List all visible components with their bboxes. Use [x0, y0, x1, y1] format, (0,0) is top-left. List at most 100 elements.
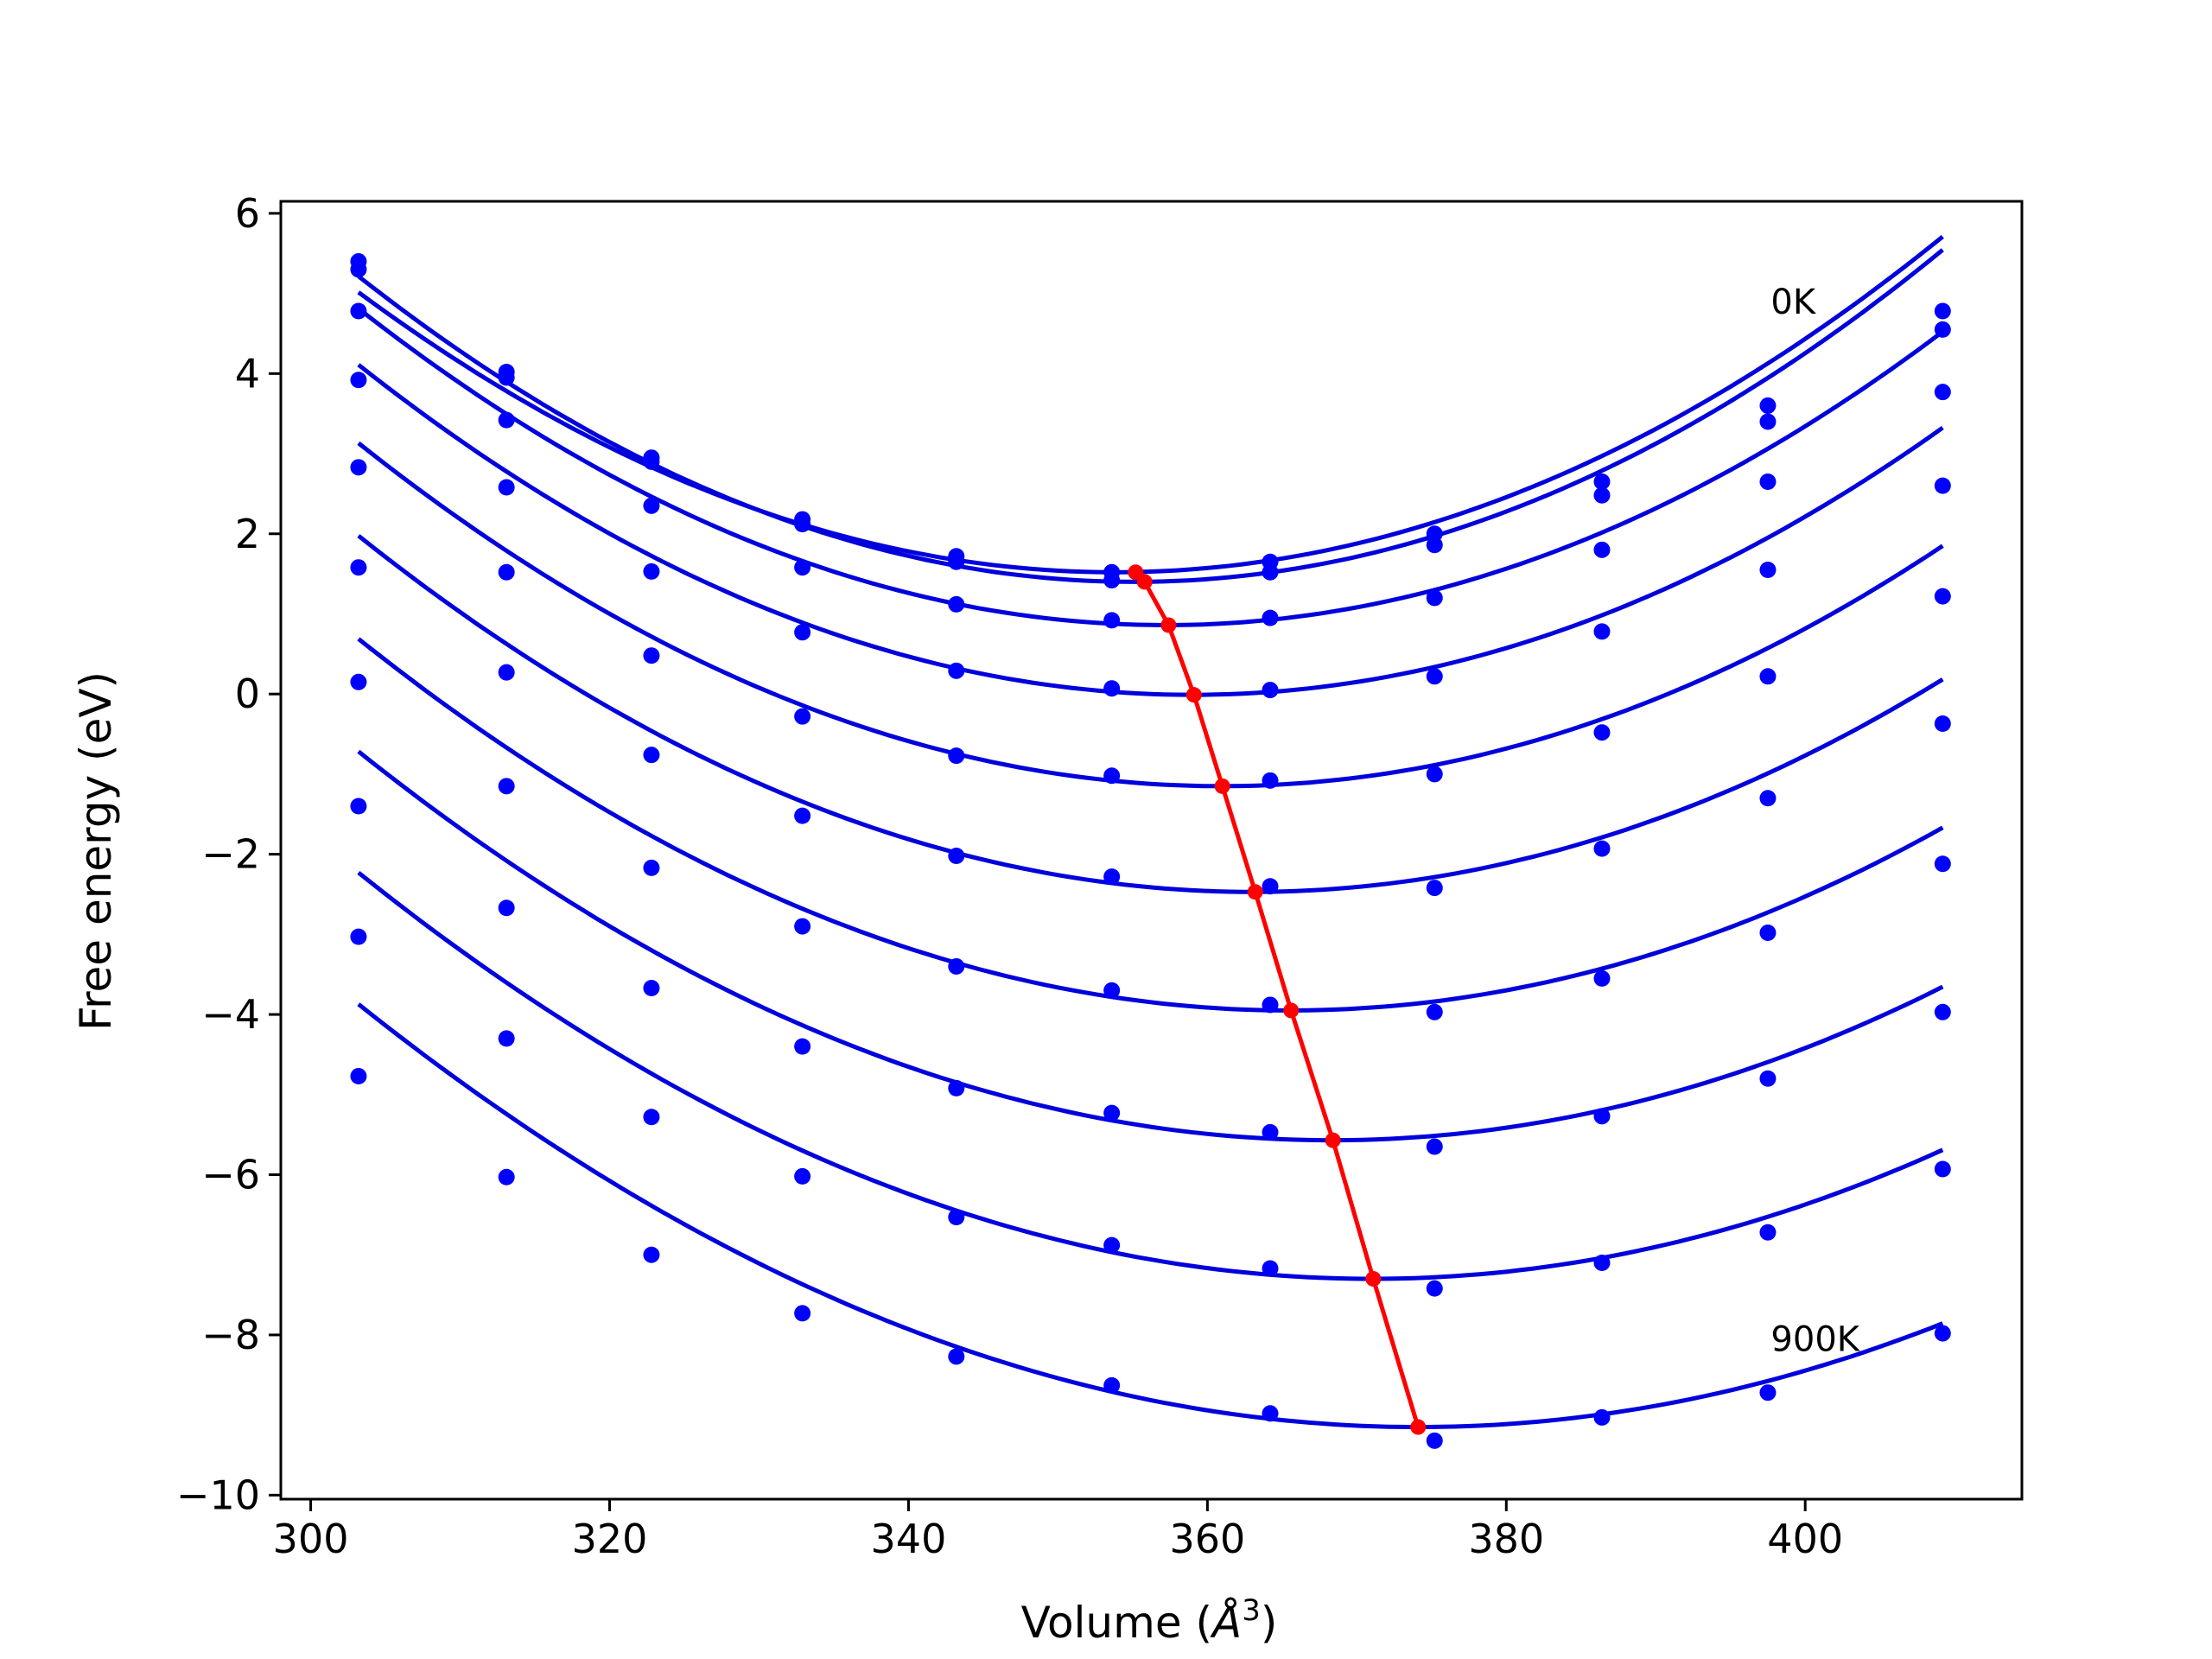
data-point — [948, 847, 965, 864]
data-point — [1426, 880, 1443, 897]
data-point — [1103, 572, 1121, 589]
data-point — [498, 664, 515, 681]
data-point — [794, 516, 811, 533]
data-point — [1262, 563, 1279, 581]
data-point — [948, 747, 965, 765]
data-point — [1426, 1138, 1443, 1155]
data-point — [643, 859, 660, 876]
fit-curve-2 — [357, 307, 1944, 628]
data-point — [1262, 682, 1279, 699]
data-point — [1593, 1408, 1611, 1426]
data-point — [1103, 767, 1121, 785]
data-point — [1934, 302, 1951, 320]
minimum-point — [1136, 574, 1153, 590]
minimum-point — [1365, 1271, 1382, 1287]
data-point — [1593, 541, 1611, 558]
y-tick-label: −4 — [201, 991, 260, 1038]
x-axis-unit-base: Å — [1210, 1598, 1242, 1648]
x-tick-label: 380 — [1468, 1516, 1544, 1562]
data-point — [1759, 561, 1777, 578]
data-point — [1934, 1003, 1951, 1020]
data-point — [1103, 1236, 1121, 1254]
x-tick-label: 360 — [1169, 1516, 1245, 1562]
x-axis-label-text: Volume ( — [1021, 1598, 1212, 1648]
data-point — [794, 807, 811, 824]
data-point — [948, 1209, 965, 1226]
data-point — [794, 1167, 811, 1185]
data-point — [1103, 1104, 1121, 1122]
data-point — [498, 369, 515, 386]
annotation-1: 900K — [1770, 1320, 1860, 1360]
data-point — [643, 1246, 660, 1263]
x-axis-label-suffix: ) — [1261, 1598, 1278, 1648]
fit-curve-6 — [357, 637, 1944, 1013]
y-axis-label: Free energy (eV) — [71, 671, 121, 1031]
data-point — [1426, 1003, 1443, 1020]
data-point — [1593, 1254, 1611, 1271]
fit-curve-0 — [357, 234, 1944, 575]
data-point — [498, 411, 515, 429]
x-tick-label: 320 — [572, 1516, 648, 1562]
data-point — [1759, 474, 1777, 491]
data-point — [1759, 413, 1777, 430]
data-point — [1759, 790, 1777, 807]
data-point — [350, 372, 367, 389]
data-point — [1426, 766, 1443, 783]
minimum-point — [1325, 1132, 1341, 1148]
fit-curve-3 — [357, 363, 1944, 697]
data-point — [350, 559, 367, 576]
fit-curve-5 — [357, 534, 1944, 894]
data-point — [1262, 772, 1279, 789]
data-point — [1934, 715, 1951, 733]
data-point — [794, 624, 811, 641]
data-point — [1593, 486, 1611, 504]
data-point — [1262, 996, 1279, 1014]
y-tick-label: 2 — [235, 511, 260, 557]
data-point — [1103, 868, 1121, 886]
data-point — [1759, 1070, 1777, 1087]
data-point — [350, 1067, 367, 1084]
data-point — [1934, 384, 1951, 401]
data-point — [1262, 1123, 1279, 1141]
data-point — [948, 957, 965, 975]
data-point — [643, 747, 660, 764]
data-point — [1103, 612, 1121, 629]
data-point — [1426, 1432, 1443, 1449]
data-point — [794, 708, 811, 725]
data-point — [643, 497, 660, 514]
x-tick-label: 340 — [871, 1516, 947, 1562]
data-point — [1759, 397, 1777, 414]
data-point — [794, 1305, 811, 1322]
data-point — [1426, 537, 1443, 554]
data-point — [1593, 474, 1611, 491]
x-tick-label: 400 — [1767, 1516, 1843, 1562]
y-tick-label: 4 — [235, 350, 260, 397]
data-point — [643, 1109, 660, 1126]
data-point — [1262, 878, 1279, 895]
data-point — [1759, 924, 1777, 941]
fit-curve-4 — [357, 441, 1944, 789]
data-point — [1593, 724, 1611, 741]
data-point — [643, 647, 660, 664]
data-point — [498, 1030, 515, 1047]
annotation-0: 0K — [1770, 283, 1816, 322]
data-point — [350, 302, 367, 320]
fit-curve-9 — [357, 1002, 1944, 1430]
fit-curve-7 — [357, 749, 1944, 1143]
fit-curve-1 — [357, 248, 1944, 584]
minima-line — [1128, 564, 1427, 1435]
data-point — [1593, 840, 1611, 857]
data-point — [1934, 477, 1951, 494]
data-point — [1934, 1160, 1951, 1178]
data-point — [1934, 1325, 1951, 1342]
data-point — [1593, 969, 1611, 987]
data-point — [350, 673, 367, 690]
plot-frame — [279, 200, 2024, 1501]
data-point — [350, 459, 367, 476]
data-point — [794, 559, 811, 576]
data-point — [643, 563, 660, 580]
fit-curve-8 — [357, 870, 1944, 1281]
data-point — [1103, 1376, 1121, 1394]
data-point — [1934, 588, 1951, 605]
data-point — [498, 479, 515, 496]
